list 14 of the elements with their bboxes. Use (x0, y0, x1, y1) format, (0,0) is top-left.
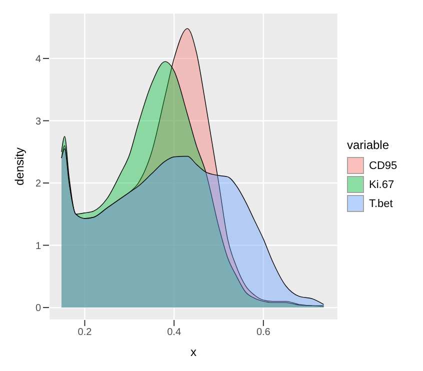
y-tick-label: 4 (35, 54, 42, 66)
legend-label: T.bet (369, 198, 393, 210)
legend-title: variable (347, 138, 390, 152)
y-tick-label: 2 (35, 178, 42, 190)
x-tick-label: 0.4 (167, 327, 182, 338)
y-tick-label: 3 (35, 116, 42, 128)
y-tick-label: 0 (35, 303, 42, 314)
x-axis-title: x (190, 345, 196, 359)
x-tick-label: 0.2 (78, 327, 92, 338)
x-tick-label: 0.6 (256, 327, 271, 338)
y-tick-label: 1 (35, 240, 42, 252)
legend-label: CD95 (369, 160, 398, 172)
legend-label: Ki.67 (369, 178, 394, 190)
y-axis-title: density (12, 147, 26, 186)
